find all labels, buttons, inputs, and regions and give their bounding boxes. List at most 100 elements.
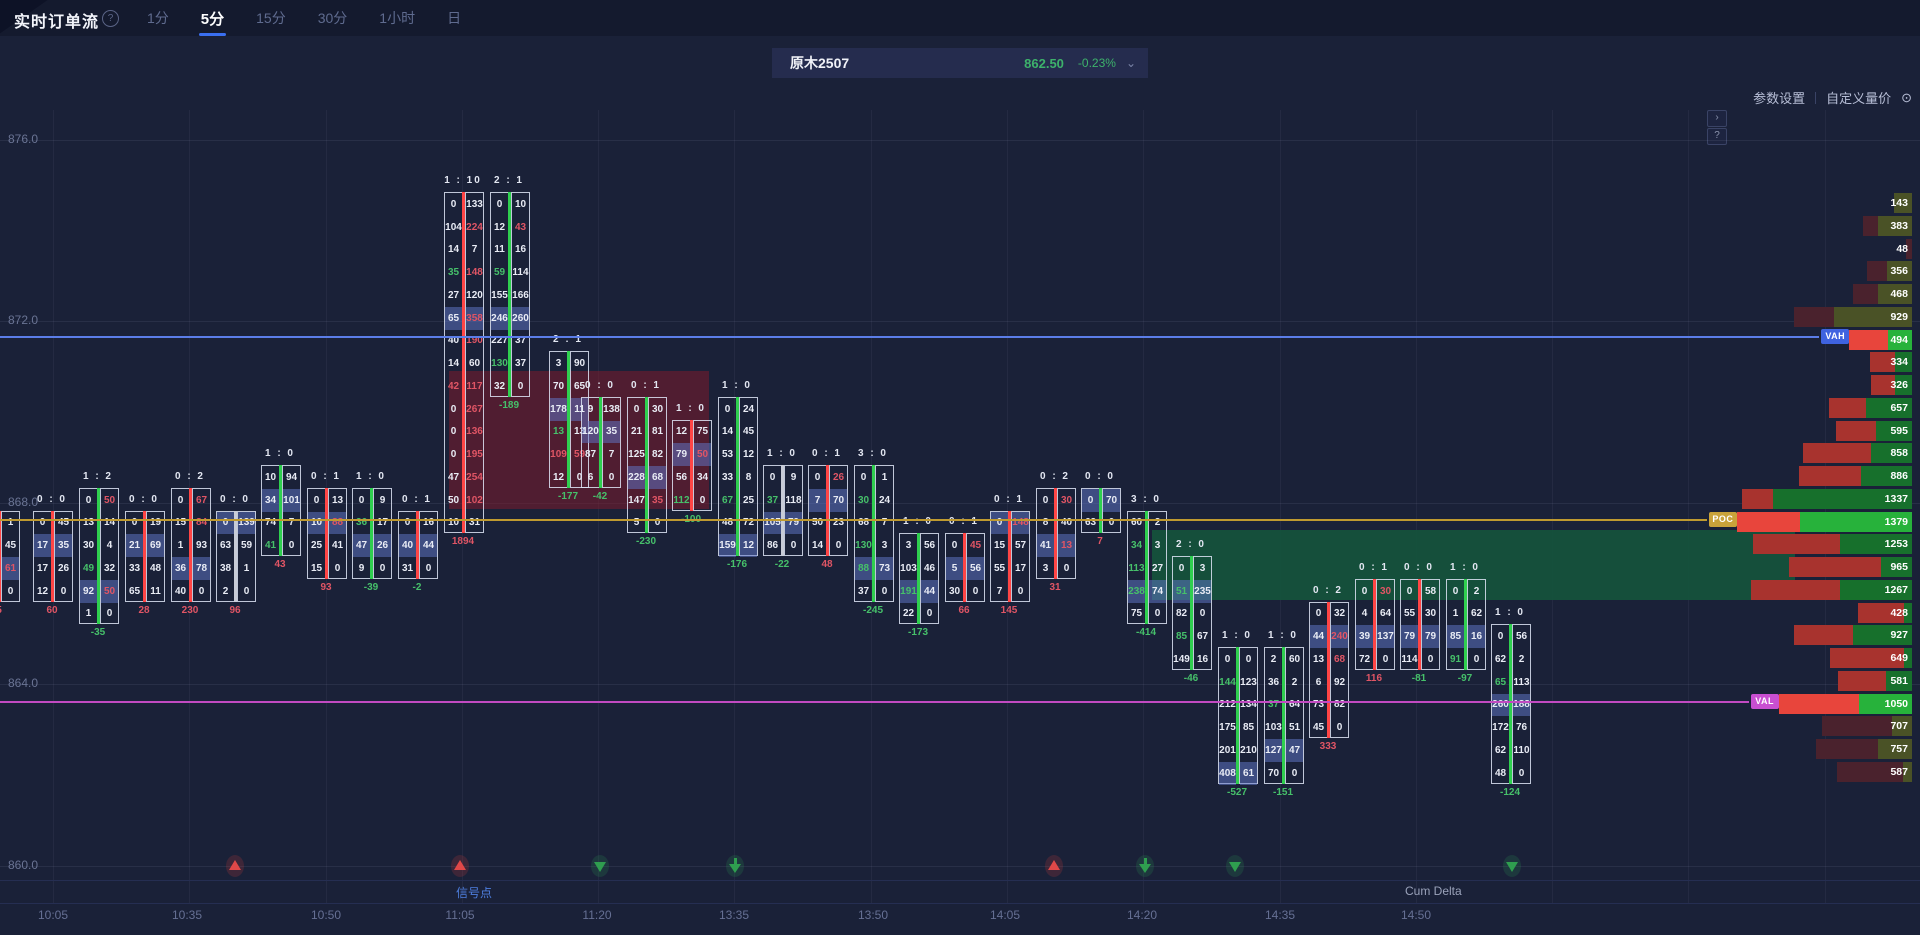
ask-cell: 44 (420, 534, 437, 557)
bid-cell: 48 (1494, 767, 1507, 779)
profile-sell-bar (1866, 261, 1888, 282)
time-axis-label: 14:50 (1400, 908, 1432, 922)
poc-tag: POC (1708, 512, 1737, 527)
bid-cell: 36 (355, 517, 368, 529)
ask-cell: 2 (1518, 653, 1525, 665)
stacked-imbalance-ratio: 1 : 0 (1494, 607, 1525, 619)
profile-volume-value: 581 (1890, 674, 1908, 687)
bid-cell: 14 (811, 540, 824, 552)
candle-delta: 333 (1319, 741, 1337, 752)
bid-column: 0 7 50 14 (808, 465, 827, 556)
tab-5分[interactable]: 5分 (198, 0, 227, 37)
bid-cell: 59 (493, 267, 506, 279)
bid-cell: 15 (993, 540, 1006, 552)
bid-cell: 9 (358, 562, 365, 574)
ask-cell: 137 (1377, 625, 1394, 648)
footprint-candle: 0 104 14 35 27 65 40 14 42 0 0 0 47 50 10 133 224 7 148 120… (444, 192, 484, 534)
ask-cell: 61 (2, 557, 19, 580)
gear-icon[interactable]: ⊙ (1901, 89, 1912, 105)
ask-cell: 0 (60, 585, 67, 597)
ask-cell: 26 (374, 534, 391, 557)
profile-volume-value: 1337 (1884, 492, 1908, 505)
bid-cell: 0 (1497, 631, 1504, 643)
profile-buy-bar (1895, 375, 1912, 395)
ask-cell: 0 (1473, 653, 1480, 665)
help-icon[interactable]: ? (102, 10, 119, 27)
bid-cell: 73 (1312, 699, 1325, 711)
bid-column: 3 70 178 13 109 12 (549, 351, 568, 488)
footprint-candle: 0 36 47 9 9 17 26 0 (352, 487, 392, 579)
stacked-imbalance-ratio: 1 : 0 (721, 379, 752, 391)
ask-cell: 94 (285, 471, 298, 483)
contract-selector[interactable]: 原木2507 862.50 -0.23% ⌄ (772, 48, 1148, 78)
custom-volume-price-button[interactable]: 自定义量价 (1826, 91, 1892, 106)
ask-cell: 148 (1012, 511, 1029, 535)
ask-cell: 120 (466, 289, 483, 301)
open-close-line (97, 487, 100, 625)
open-close-line (416, 510, 419, 579)
bid-column: 0 51 82 85 149 (1172, 556, 1191, 670)
bid-cell: 22 (902, 608, 915, 620)
stacked-imbalance-ratio: 0 : 2 (1312, 584, 1343, 596)
ask-cell: 0 (1017, 585, 1024, 597)
price-axis-label: 872.0 (8, 313, 39, 327)
ask-cell: 50 (103, 494, 116, 506)
ask-cell: 82 (1333, 699, 1346, 711)
bid-column: 0 63 38 2 (216, 510, 235, 602)
bid-cell: 5 (633, 517, 640, 529)
ask-cell: 235 (1194, 579, 1211, 603)
bid-cell: 0 (39, 517, 46, 529)
ask-cell: 60 (1288, 653, 1301, 665)
bid-cell: 0 (450, 426, 457, 438)
bid-cell: 127 (1265, 739, 1282, 762)
time-axis-label: 13:50 (857, 908, 889, 922)
panel-help-button[interactable]: ? (1707, 128, 1727, 145)
footprint-candle: 0 55 79 114 58 30 79 0 (1400, 578, 1440, 670)
tab-30分[interactable]: 30分 (317, 10, 348, 26)
bid-column: 0 14 53 33 67 48 159 (718, 396, 737, 557)
signal-arrow-marker (729, 864, 741, 873)
stacked-imbalance-ratio: 3 : 0 (857, 448, 888, 459)
profile-volume-value: 965 (1890, 561, 1908, 573)
tab-1小时[interactable]: 1小时 (379, 10, 416, 26)
contract-change: -0.23% (1077, 56, 1116, 70)
bid-cell: 82 (1175, 608, 1188, 620)
panel-divider-top (0, 880, 1920, 881)
profile-buy-bar (1840, 534, 1912, 555)
open-close-line (963, 533, 966, 602)
footprint-candle: 0 15 55 7 148 57 17 0 (990, 510, 1030, 602)
profile-sell-bar (1869, 352, 1896, 373)
bid-cell: 63 (1084, 517, 1097, 529)
profile-buy-bar (1799, 511, 1912, 532)
profile-volume-value: 649 (1890, 652, 1908, 664)
stacked-imbalance-ratio: 1 : 0 (902, 516, 933, 528)
candle-delta: -176 (726, 559, 747, 570)
ask-cell: 16 (1196, 653, 1209, 665)
ask-cell: 136 (466, 426, 483, 438)
ask-cell: 81 (651, 426, 664, 438)
collapse-panel-button[interactable]: › (1707, 110, 1727, 127)
profile-buy-bar (1903, 761, 1912, 782)
ask-cell: 30 (1424, 608, 1437, 620)
profile-buy-bar (1866, 397, 1912, 418)
bid-cell: 45 (1312, 722, 1325, 734)
bid-cell: 38 (219, 562, 232, 574)
params-settings-button[interactable]: 参数设置 (1753, 91, 1806, 106)
bid-column: 0 36 47 9 (352, 487, 371, 579)
chevron-down-icon[interactable]: ⌄ (1125, 56, 1136, 70)
bid-cell: 63 (219, 540, 232, 552)
bid-cell: 44 (1310, 625, 1327, 648)
ask-cell: 2 (1291, 676, 1298, 688)
ask-column: 67 84 93 78 0 (192, 487, 211, 602)
tab-日[interactable]: 日 (447, 10, 462, 26)
price-axis-label: 868.0 (8, 495, 39, 509)
ask-cell: 59 (573, 449, 586, 461)
bid-cell: 48 (721, 517, 734, 529)
candle-delta: -189 (498, 399, 519, 411)
candle-delta: -177 (557, 490, 578, 502)
ask-cell: 240 (1331, 625, 1348, 648)
bid-cell: 12 (36, 585, 49, 597)
tab-15分[interactable]: 15分 (256, 10, 286, 26)
ask-cell: 8 (745, 471, 752, 483)
tab-1分[interactable]: 1分 (147, 10, 169, 26)
